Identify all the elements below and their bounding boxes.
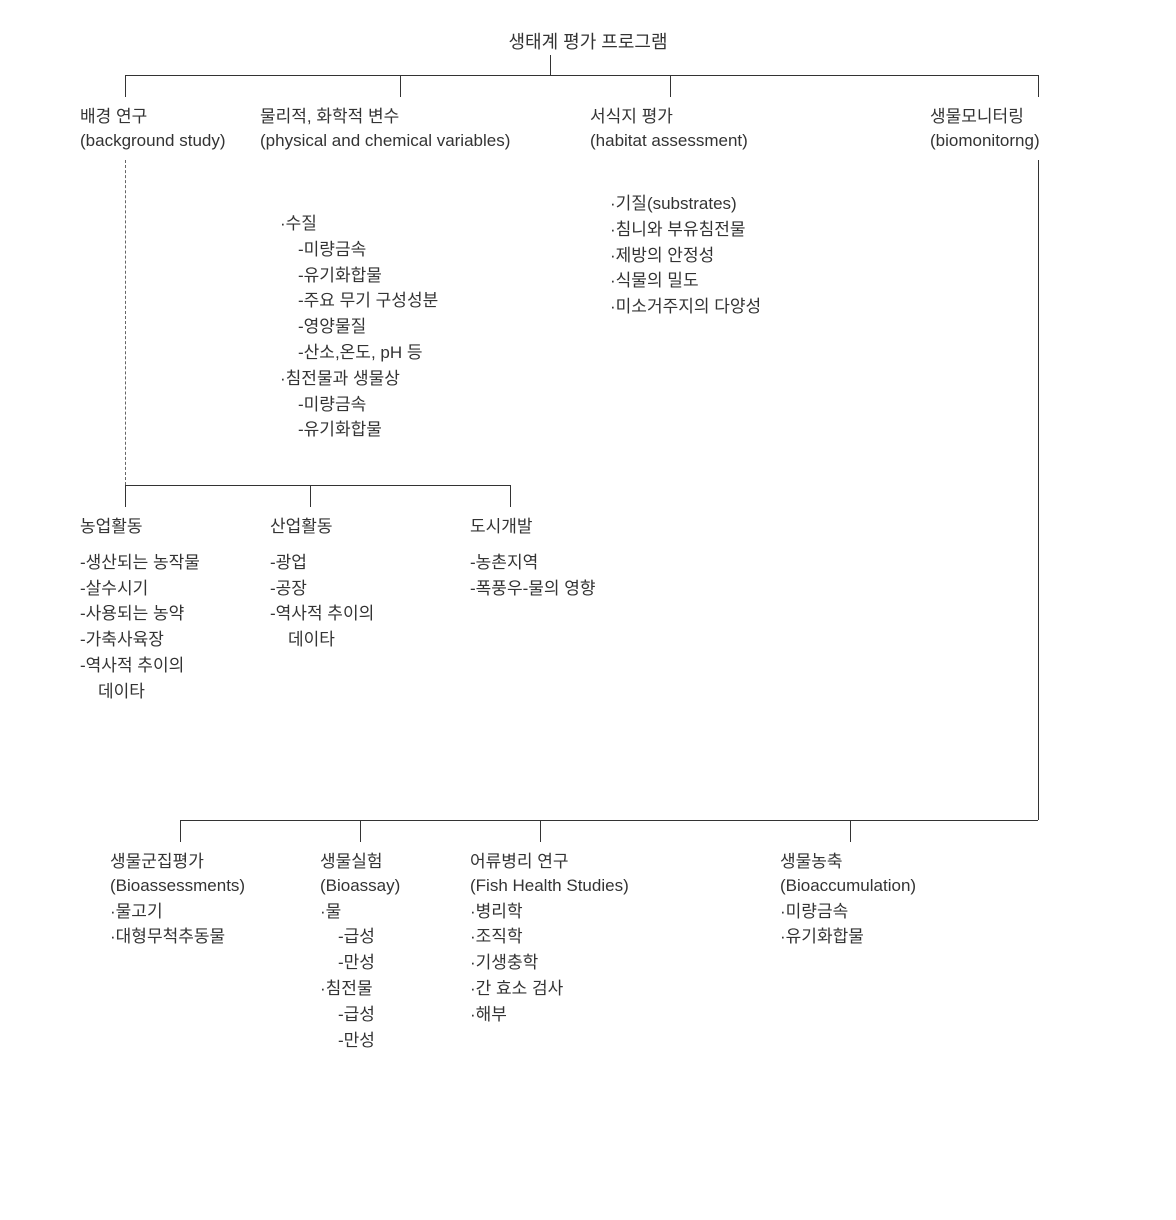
branch-biomon-ko: 생물모니터링 — [930, 105, 1120, 129]
bg-sub-urban: 도시개발 -농촌지역-폭풍우-물의 영향 — [470, 515, 670, 602]
bioassay-item-5: -만성 — [320, 1029, 480, 1053]
urban-item-0: -농촌지역 — [470, 551, 670, 575]
branch-physchem: 물리적, 화학적 변수 (physical and chemical varia… — [260, 105, 560, 153]
branch-habitat-en: (habitat assessment) — [590, 129, 800, 153]
fishhealth-item-3: ·간 효소 검사 — [470, 977, 700, 1001]
root-title: 생태계 평가 프로그램 — [50, 30, 1126, 55]
fishhealth-item-4: ·해부 — [470, 1003, 700, 1027]
bm-fishhealth: 어류병리 연구 (Fish Health Studies) ·병리학·조직학·기… — [470, 850, 700, 1029]
agri-item-4: -역사적 추이의 — [80, 654, 260, 678]
l1-stub-1 — [400, 75, 401, 97]
agri-item-3: -가축사육장 — [80, 628, 260, 652]
industry-item-2: -역사적 추이의 — [270, 602, 450, 626]
bm-bioaccum: 생물농축 (Bioaccumulation) ·미량금속·유기화합물 — [780, 850, 1000, 951]
bm-bioaccum-ko: 생물농축 — [780, 850, 1000, 874]
level1-hline — [125, 75, 1038, 76]
bg-sub-agri-title: 농업활동 — [80, 515, 260, 539]
bm-fishhealth-ko: 어류병리 연구 — [470, 850, 700, 874]
bm-bioaccum-en: (Bioaccumulation) — [780, 874, 1000, 898]
branch-physchem-en: (physical and chemical variables) — [260, 129, 560, 153]
bm-bioassess: 생물군집평가 (Bioassessments) ·물고기·대형무척추동물 — [110, 850, 310, 951]
bm-sub-stub-0 — [180, 820, 181, 842]
physchem-item-1: -미량금속 — [280, 238, 540, 262]
l1-stub-2 — [670, 75, 671, 97]
physchem-details: ·수질-미량금속-유기화합물-주요 무기 구성성분-영양물질-산소,온도, pH… — [280, 210, 540, 444]
bioassay-item-0: ·물 — [320, 900, 480, 924]
industry-item-3: 데이타 — [270, 628, 450, 652]
agri-item-1: -살수시기 — [80, 577, 260, 601]
branch-physchem-ko: 물리적, 화학적 변수 — [260, 105, 560, 129]
bioassess-item-0: ·물고기 — [110, 900, 310, 924]
l1-stub-3 — [1038, 75, 1039, 97]
bg-sub-stub-2 — [510, 485, 511, 507]
bg-sub-agri: 농업활동 -생산되는 농작물-살수시기-사용되는 농약-가축사육장-역사적 추이… — [80, 515, 260, 706]
habitat-item-0: ·기질(substrates) — [610, 192, 870, 216]
fishhealth-item-0: ·병리학 — [470, 900, 700, 924]
bioassay-item-1: -급성 — [320, 925, 480, 949]
branch-habitat: 서식지 평가 (habitat assessment) — [590, 105, 800, 153]
branch-habitat-ko: 서식지 평가 — [590, 105, 800, 129]
bm-bioassay-en: (Bioassay) — [320, 874, 480, 898]
habitat-item-4: ·미소거주지의 다양성 — [610, 295, 870, 319]
bioaccum-item-1: ·유기화합물 — [780, 925, 1000, 949]
bg-sub-urban-title: 도시개발 — [470, 515, 670, 539]
l1-stub-0 — [125, 75, 126, 97]
agri-item-2: -사용되는 농약 — [80, 602, 260, 626]
bioassay-item-2: -만성 — [320, 951, 480, 975]
habitat-item-2: ·제방의 안정성 — [610, 244, 870, 268]
bm-bioassess-ko: 생물군집평가 — [110, 850, 310, 874]
bg-sub-industry-title: 산업활동 — [270, 515, 450, 539]
bm-sub-stub-1 — [360, 820, 361, 842]
branch-biomon-en: (biomonitorng) — [930, 129, 1120, 153]
industry-item-0: -광업 — [270, 551, 450, 575]
bioassay-item-3: ·침전물 — [320, 977, 480, 1001]
biomon-sub-hline — [180, 820, 1038, 821]
bg-sub-stub-0 — [125, 485, 126, 507]
bioassess-item-1: ·대형무척추동물 — [110, 925, 310, 949]
agri-item-0: -생산되는 농작물 — [80, 551, 260, 575]
diagram-canvas: 생태계 평가 프로그램 배경 연구 (background study) 물리적… — [50, 30, 1126, 1190]
branch-biomon: 생물모니터링 (biomonitorng) — [930, 105, 1120, 153]
fishhealth-item-2: ·기생충학 — [470, 951, 700, 975]
bg-sub-industry: 산업활동 -광업-공장-역사적 추이의데이타 — [270, 515, 450, 654]
habitat-item-3: ·식물의 밀도 — [610, 269, 870, 293]
bm-sub-stub-2 — [540, 820, 541, 842]
physchem-item-0: ·수질 — [280, 212, 540, 236]
bioaccum-item-0: ·미량금속 — [780, 900, 1000, 924]
physchem-item-8: -유기화합물 — [280, 418, 540, 442]
industry-item-1: -공장 — [270, 577, 450, 601]
bm-bioassess-en: (Bioassessments) — [110, 874, 310, 898]
bm-fishhealth-en: (Fish Health Studies) — [470, 874, 700, 898]
bm-bioassay: 생물실험 (Bioassay) ·물-급성-만성·침전물-급성-만성 — [320, 850, 480, 1054]
background-vline — [125, 160, 126, 485]
bioassay-item-4: -급성 — [320, 1003, 480, 1027]
bm-sub-stub-3 — [850, 820, 851, 842]
biomon-vline — [1038, 160, 1039, 820]
physchem-item-2: -유기화합물 — [280, 264, 540, 288]
agri-item-5: 데이타 — [80, 680, 260, 704]
physchem-item-7: -미량금속 — [280, 393, 540, 417]
habitat-item-1: ·침니와 부유침전물 — [610, 218, 870, 242]
habitat-details: ·기질(substrates)·침니와 부유침전물·제방의 안정성·식물의 밀도… — [610, 190, 870, 321]
branch-background-en: (background study) — [80, 129, 250, 153]
urban-item-1: -폭풍우-물의 영향 — [470, 577, 670, 601]
branch-background: 배경 연구 (background study) — [80, 105, 250, 153]
fishhealth-item-1: ·조직학 — [470, 925, 700, 949]
physchem-item-4: -영양물질 — [280, 315, 540, 339]
bm-bioassay-ko: 생물실험 — [320, 850, 480, 874]
physchem-item-3: -주요 무기 구성성분 — [280, 289, 540, 313]
physchem-item-5: -산소,온도, pH 등 — [280, 341, 540, 365]
bg-sub-hline — [125, 485, 510, 486]
bg-sub-stub-1 — [310, 485, 311, 507]
physchem-item-6: ·침전물과 생물상 — [280, 367, 540, 391]
branch-background-ko: 배경 연구 — [80, 105, 250, 129]
root-stub-down — [550, 55, 551, 75]
